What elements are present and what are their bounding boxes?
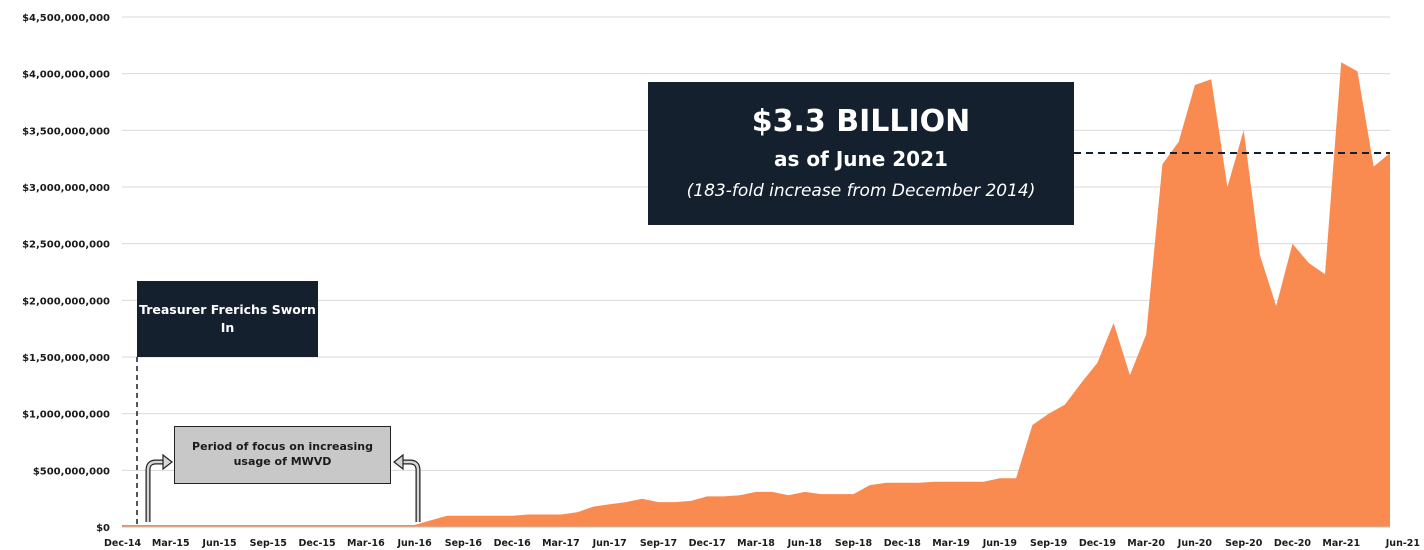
right-arrow-outline [402, 459, 421, 522]
y-tick-label: $4,000,000,000 [22, 70, 110, 81]
y-tick-label: $0 [96, 523, 110, 534]
x-tick-label: Dec-14 [104, 538, 142, 549]
left-arrow-head [162, 453, 173, 471]
annotation-lines [136, 152, 1390, 527]
x-tick-label: Sep-19 [1030, 538, 1067, 549]
x-tick-label: Mar-21 [1322, 538, 1360, 549]
x-tick-label: Mar-16 [347, 538, 385, 549]
x-tick-label: Jun-20 [1177, 538, 1213, 549]
headline-note: (183-fold increase from December 2014) [686, 181, 1036, 201]
headline-callout: $3.3 BILLION as of June 2021 (183-fold i… [648, 82, 1074, 225]
focus-period-callout: Period of focus on increasing usage of M… [174, 426, 391, 484]
left-arrow-body [146, 460, 164, 522]
x-tick-label: Dec-20 [1274, 538, 1312, 549]
y-tick-label: $3,500,000,000 [22, 126, 110, 137]
y-tick-label: $1,500,000,000 [22, 353, 110, 364]
x-tick-label: Sep-15 [250, 538, 287, 549]
x-axis-ticks: Dec-14 Mar-15 Jun-15 Sep-15 Dec-15 Mar-16 Jun-… [104, 538, 1420, 549]
x-tick-label: Dec-18 [884, 538, 922, 549]
sworn-in-text: Treasurer Frerichs Sworn In [139, 302, 316, 335]
x-tick-label: Jun-16 [396, 538, 432, 549]
x-tick-label: Dec-16 [494, 538, 532, 549]
x-tick-label: Mar-20 [1127, 538, 1165, 549]
x-tick-label: Mar-19 [932, 538, 970, 549]
left-arrow-outline [145, 459, 164, 522]
x-tick-label: Jun-19 [982, 538, 1017, 549]
y-tick-label: $2,500,000,000 [22, 240, 110, 251]
x-tick-label: Sep-16 [445, 538, 483, 549]
x-tick-label: Dec-19 [1079, 538, 1116, 549]
area-fill [122, 62, 1390, 528]
x-tick-label: Jun-18 [787, 538, 823, 549]
x-tick-label: Jun-17 [592, 538, 627, 549]
x-tick-label: Jun-15 [201, 538, 236, 549]
x-tick-label: Mar-18 [737, 538, 775, 549]
right-arrow-head [393, 453, 404, 471]
x-tick-label: Dec-15 [299, 538, 336, 549]
x-tick-label: Sep-20 [1225, 538, 1263, 549]
x-tick-label: Dec-17 [689, 538, 726, 549]
headline-value: $3.3 BILLION [751, 104, 971, 139]
y-tick-label: $4,500,000,000 [22, 13, 110, 24]
sworn-in-callout: Treasurer Frerichs Sworn In [137, 281, 318, 357]
y-tick-label: $1,000,000,000 [22, 410, 110, 421]
area-series [122, 62, 1390, 528]
y-tick-label: $500,000,000 [33, 466, 110, 477]
right-arrow-body [402, 460, 420, 522]
x-tick-label: Sep-18 [835, 538, 873, 549]
x-tick-label: Mar-17 [542, 538, 580, 549]
x-tick-label: Jun-21 [1385, 538, 1420, 549]
y-tick-label: $2,000,000,000 [22, 296, 110, 307]
focus-period-text: Period of focus on increasing usage of M… [192, 440, 373, 468]
x-tick-label: Sep-17 [640, 538, 677, 549]
y-tick-label: $3,000,000,000 [22, 183, 110, 194]
headline-date: as of June 2021 [774, 147, 948, 171]
y-axis-ticks: $0 $500,000,000 $1,000,000,000 $1,500,000,0… [22, 13, 110, 534]
x-tick-label: Mar-15 [152, 538, 190, 549]
